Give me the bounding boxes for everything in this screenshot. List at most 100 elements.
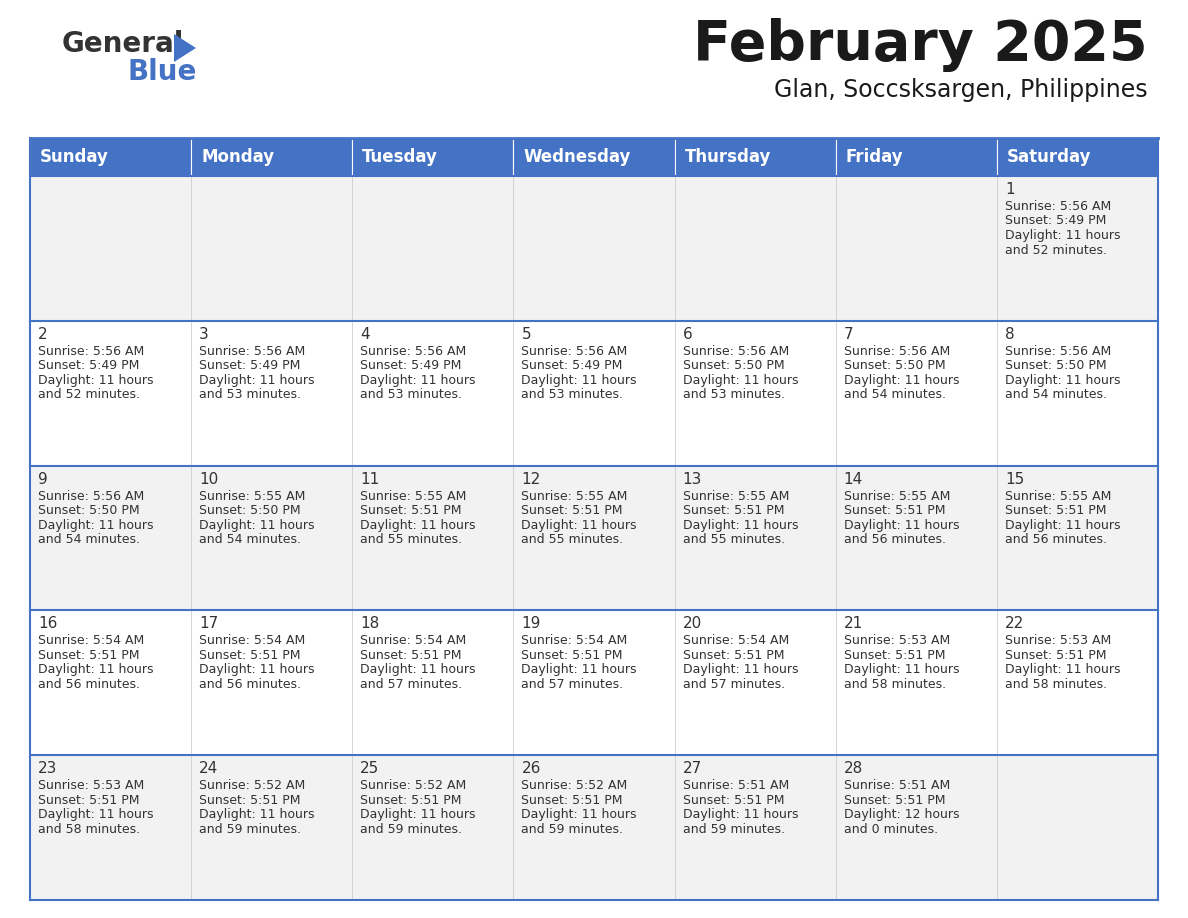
Text: and 58 minutes.: and 58 minutes.: [843, 677, 946, 691]
Text: Daylight: 11 hours: Daylight: 11 hours: [360, 374, 475, 386]
Text: Daylight: 11 hours: Daylight: 11 hours: [522, 664, 637, 677]
Text: Daylight: 11 hours: Daylight: 11 hours: [1005, 664, 1120, 677]
Text: Daylight: 12 hours: Daylight: 12 hours: [843, 808, 959, 822]
Text: 25: 25: [360, 761, 379, 777]
Bar: [675, 465, 835, 610]
Bar: [835, 610, 997, 756]
Text: Daylight: 11 hours: Daylight: 11 hours: [683, 519, 798, 532]
Text: Sunrise: 5:53 AM: Sunrise: 5:53 AM: [38, 779, 144, 792]
Text: Sunday: Sunday: [40, 148, 109, 166]
Text: 2: 2: [38, 327, 48, 341]
Text: Sunrise: 5:54 AM: Sunrise: 5:54 AM: [200, 634, 305, 647]
Text: Sunset: 5:51 PM: Sunset: 5:51 PM: [683, 504, 784, 517]
Text: 26: 26: [522, 761, 541, 777]
Text: 21: 21: [843, 616, 862, 632]
Bar: [997, 465, 1158, 610]
Text: Sunset: 5:51 PM: Sunset: 5:51 PM: [843, 649, 946, 662]
Text: Daylight: 11 hours: Daylight: 11 hours: [843, 519, 959, 532]
Text: Sunset: 5:51 PM: Sunset: 5:51 PM: [683, 794, 784, 807]
Text: and 56 minutes.: and 56 minutes.: [38, 677, 140, 691]
Bar: [353, 320, 513, 465]
Text: Sunrise: 5:56 AM: Sunrise: 5:56 AM: [522, 345, 627, 358]
Text: Sunset: 5:51 PM: Sunset: 5:51 PM: [200, 649, 301, 662]
Text: 17: 17: [200, 616, 219, 632]
Text: Thursday: Thursday: [684, 148, 771, 166]
Text: and 57 minutes.: and 57 minutes.: [683, 677, 785, 691]
Text: 1: 1: [1005, 182, 1015, 197]
Bar: [353, 610, 513, 756]
Text: Sunrise: 5:56 AM: Sunrise: 5:56 AM: [683, 345, 789, 358]
Text: Daylight: 11 hours: Daylight: 11 hours: [1005, 519, 1120, 532]
Text: Sunrise: 5:54 AM: Sunrise: 5:54 AM: [683, 634, 789, 647]
Text: 23: 23: [38, 761, 57, 777]
Text: and 56 minutes.: and 56 minutes.: [200, 677, 301, 691]
Text: Sunset: 5:50 PM: Sunset: 5:50 PM: [1005, 359, 1106, 373]
Bar: [513, 320, 675, 465]
Text: 3: 3: [200, 327, 209, 341]
Text: Sunrise: 5:56 AM: Sunrise: 5:56 AM: [1005, 345, 1111, 358]
Text: Sunset: 5:51 PM: Sunset: 5:51 PM: [360, 504, 462, 517]
Text: and 53 minutes.: and 53 minutes.: [360, 388, 462, 401]
Text: Daylight: 11 hours: Daylight: 11 hours: [360, 808, 475, 822]
Text: Sunrise: 5:52 AM: Sunrise: 5:52 AM: [360, 779, 467, 792]
Text: Sunset: 5:51 PM: Sunset: 5:51 PM: [522, 504, 623, 517]
Bar: [835, 176, 997, 320]
Text: Daylight: 11 hours: Daylight: 11 hours: [522, 808, 637, 822]
Text: Sunset: 5:51 PM: Sunset: 5:51 PM: [38, 794, 139, 807]
Text: Sunset: 5:51 PM: Sunset: 5:51 PM: [360, 794, 462, 807]
Text: Daylight: 11 hours: Daylight: 11 hours: [683, 808, 798, 822]
Polygon shape: [173, 34, 196, 62]
Text: and 59 minutes.: and 59 minutes.: [360, 823, 462, 835]
Bar: [191, 610, 353, 756]
Bar: [353, 138, 513, 176]
Text: Sunrise: 5:55 AM: Sunrise: 5:55 AM: [522, 489, 627, 502]
Text: Sunrise: 5:55 AM: Sunrise: 5:55 AM: [843, 489, 950, 502]
Bar: [353, 176, 513, 320]
Text: Sunrise: 5:51 AM: Sunrise: 5:51 AM: [843, 779, 950, 792]
Text: and 58 minutes.: and 58 minutes.: [38, 823, 140, 835]
Bar: [997, 610, 1158, 756]
Text: 24: 24: [200, 761, 219, 777]
Text: February 2025: February 2025: [694, 18, 1148, 72]
Text: Wednesday: Wednesday: [524, 148, 631, 166]
Text: and 0 minutes.: and 0 minutes.: [843, 823, 937, 835]
Text: Sunrise: 5:56 AM: Sunrise: 5:56 AM: [843, 345, 950, 358]
Bar: [30, 138, 191, 176]
Text: Daylight: 11 hours: Daylight: 11 hours: [1005, 374, 1120, 386]
Text: Daylight: 11 hours: Daylight: 11 hours: [38, 519, 153, 532]
Text: Daylight: 11 hours: Daylight: 11 hours: [360, 519, 475, 532]
Text: Daylight: 11 hours: Daylight: 11 hours: [200, 374, 315, 386]
Bar: [675, 138, 835, 176]
Bar: [513, 465, 675, 610]
Text: Sunrise: 5:53 AM: Sunrise: 5:53 AM: [843, 634, 950, 647]
Text: Sunrise: 5:55 AM: Sunrise: 5:55 AM: [360, 489, 467, 502]
Text: Daylight: 11 hours: Daylight: 11 hours: [200, 808, 315, 822]
Text: Sunrise: 5:54 AM: Sunrise: 5:54 AM: [360, 634, 467, 647]
Text: 13: 13: [683, 472, 702, 487]
Text: Saturday: Saturday: [1007, 148, 1092, 166]
Text: and 59 minutes.: and 59 minutes.: [200, 823, 301, 835]
Text: Sunset: 5:50 PM: Sunset: 5:50 PM: [38, 504, 140, 517]
Text: 4: 4: [360, 327, 369, 341]
Bar: [675, 176, 835, 320]
Bar: [835, 756, 997, 900]
Bar: [997, 756, 1158, 900]
Text: Sunset: 5:51 PM: Sunset: 5:51 PM: [200, 794, 301, 807]
Text: 7: 7: [843, 327, 853, 341]
Text: 14: 14: [843, 472, 862, 487]
Text: and 56 minutes.: and 56 minutes.: [843, 533, 946, 546]
Bar: [835, 138, 997, 176]
Text: and 52 minutes.: and 52 minutes.: [38, 388, 140, 401]
Text: Sunset: 5:51 PM: Sunset: 5:51 PM: [522, 794, 623, 807]
Text: Sunset: 5:49 PM: Sunset: 5:49 PM: [38, 359, 139, 373]
Text: Daylight: 11 hours: Daylight: 11 hours: [360, 664, 475, 677]
Text: 9: 9: [38, 472, 48, 487]
Text: and 59 minutes.: and 59 minutes.: [683, 823, 784, 835]
Text: 12: 12: [522, 472, 541, 487]
Bar: [191, 320, 353, 465]
Bar: [513, 610, 675, 756]
Text: and 54 minutes.: and 54 minutes.: [1005, 388, 1107, 401]
Bar: [191, 756, 353, 900]
Bar: [513, 138, 675, 176]
Text: Glan, Soccsksargen, Philippines: Glan, Soccsksargen, Philippines: [775, 78, 1148, 102]
